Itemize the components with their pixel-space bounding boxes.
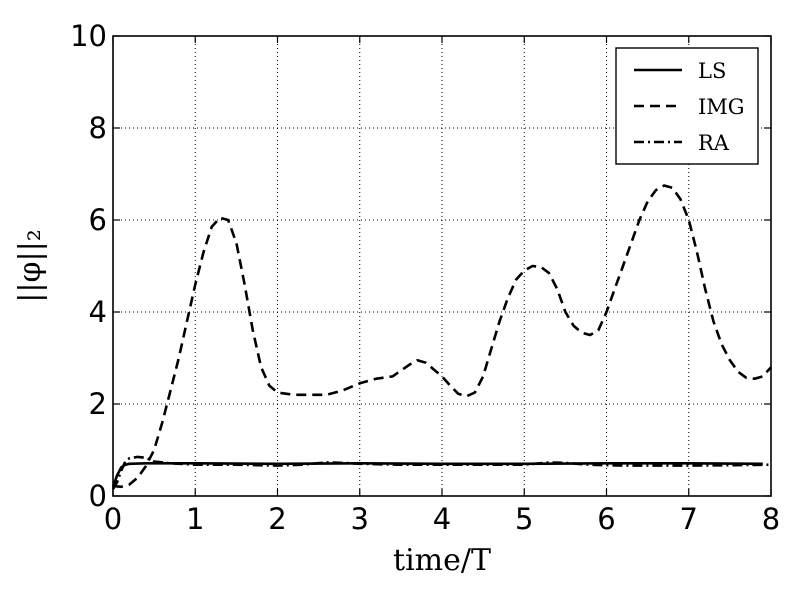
y-tick-label: 0 bbox=[89, 479, 107, 513]
x-tick-label: 3 bbox=[351, 502, 369, 536]
y-tick-labels: 0 2 4 6 8 10 bbox=[70, 19, 107, 513]
x-tick-label: 8 bbox=[762, 502, 780, 536]
series-line-ra bbox=[111, 455, 772, 490]
y-axis-label: ||φ||₂ bbox=[13, 229, 48, 302]
x-tick-label: 6 bbox=[597, 502, 615, 536]
legend: LS IMG RA bbox=[615, 47, 759, 165]
axis-ticks bbox=[112, 35, 772, 497]
y-tick-label: 6 bbox=[89, 203, 107, 237]
x-tick-label: 0 bbox=[104, 502, 122, 536]
series-line-img bbox=[112, 184, 772, 489]
y-tick-label: 4 bbox=[89, 295, 107, 329]
y-tick-label: 2 bbox=[89, 387, 107, 421]
x-tick-label: 5 bbox=[515, 502, 533, 536]
x-tick-label: 2 bbox=[268, 502, 286, 536]
legend-label-ls: LS bbox=[698, 59, 726, 83]
x-axis-label: time/T bbox=[393, 543, 491, 578]
x-tick-labels: 0 1 2 3 4 5 6 7 8 bbox=[104, 502, 780, 536]
series-group bbox=[111, 184, 772, 490]
legend-label-img: IMG bbox=[698, 95, 745, 119]
y-tick-label: 8 bbox=[89, 111, 107, 145]
x-tick-label: 7 bbox=[680, 502, 698, 536]
legend-label-ra: RA bbox=[698, 131, 730, 155]
x-tick-label: 1 bbox=[186, 502, 204, 536]
y-tick-label: 10 bbox=[70, 19, 107, 53]
x-tick-label: 4 bbox=[433, 502, 451, 536]
